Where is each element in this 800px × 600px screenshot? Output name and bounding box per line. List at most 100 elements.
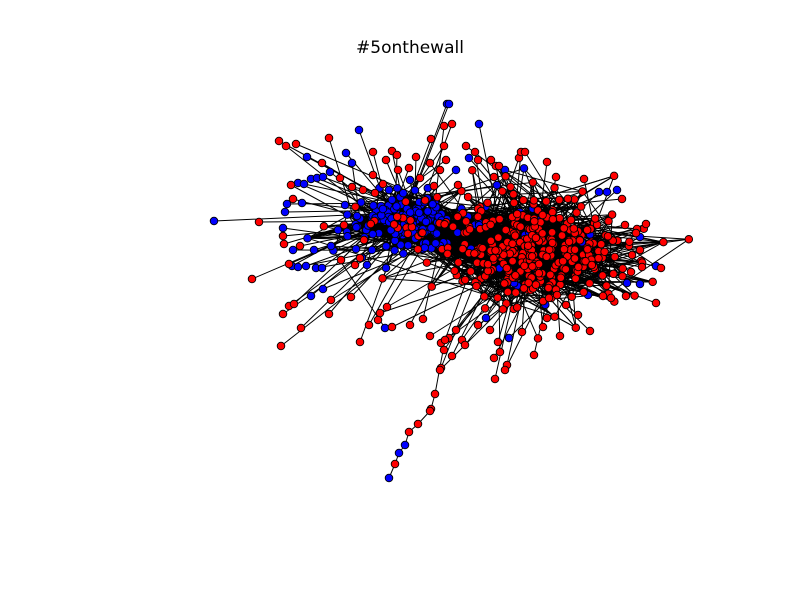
graph-edge: [478, 123, 505, 248]
graph-node-red: [637, 262, 647, 272]
graph-node-red: [378, 274, 387, 283]
graph-node-blue: [421, 217, 431, 227]
graph-node-blue: [293, 262, 303, 272]
graph-edge: [283, 215, 380, 245]
graph-node-red: [684, 235, 694, 244]
graph-node-red: [425, 331, 435, 341]
graph-node-red: [528, 262, 537, 271]
graph-node-blue: [369, 201, 378, 210]
graph-node-red: [542, 252, 551, 261]
graph-node-red: [460, 275, 470, 285]
graph-node-blue: [301, 261, 311, 271]
graph-node-blue: [354, 125, 364, 135]
graph-node-red: [347, 182, 357, 192]
graph-node-red: [510, 231, 520, 240]
graph-node-blue: [362, 260, 372, 270]
graph-node-blue: [303, 233, 312, 243]
graph-node-red: [472, 281, 481, 291]
graph-node-red: [547, 228, 557, 237]
graph-node-red: [453, 212, 462, 222]
graph-node-red: [413, 419, 423, 429]
graph-node-red: [392, 150, 402, 160]
graph-node-red: [439, 141, 449, 151]
graph-node-blue: [504, 333, 514, 343]
graph-node-red: [470, 249, 479, 258]
graph-node-red: [596, 239, 606, 249]
graph-node-red: [500, 279, 509, 288]
graph-node-blue: [519, 164, 529, 173]
graph-node-red: [512, 209, 522, 219]
graph-node-red: [544, 283, 553, 293]
graph-node-red: [405, 320, 415, 330]
graph-edge: [303, 183, 402, 206]
graph-node-blue: [352, 222, 361, 232]
graph-node-red: [498, 305, 508, 314]
graph-node-red: [590, 214, 600, 223]
graph-node-red: [366, 219, 375, 229]
graph-node-red: [368, 147, 378, 157]
graph-node-blue: [340, 200, 350, 210]
graph-node-red: [470, 147, 480, 157]
graph-node-red: [585, 326, 595, 336]
graph-node-red: [626, 267, 636, 277]
graph-node-red: [364, 320, 374, 330]
graph-node-red: [359, 235, 369, 245]
graph-node-red: [542, 157, 552, 167]
graph-node-blue: [427, 223, 436, 233]
graph-node-red: [435, 365, 445, 375]
graph-node-red: [548, 215, 558, 224]
graph-node-red: [278, 231, 288, 241]
graph-node-red: [458, 244, 467, 254]
graph-node-blue: [410, 186, 420, 195]
graph-node-red: [609, 171, 619, 181]
graph-node-red: [498, 186, 507, 196]
graph-node-red: [511, 271, 520, 280]
graph-node-blue: [387, 195, 397, 204]
graph-node-red: [279, 239, 289, 249]
graph-node-red: [485, 325, 495, 335]
graph-node-red: [351, 202, 360, 212]
graph-node-red: [617, 194, 627, 204]
graph-node-blue: [428, 199, 437, 209]
graph-node-red: [574, 262, 583, 272]
graph-node-red: [609, 269, 618, 279]
edge-layer: [213, 103, 690, 479]
graph-node-red: [296, 323, 306, 333]
graph-node-red: [473, 212, 483, 221]
graph-node-red: [468, 166, 477, 175]
graph-node-red: [418, 314, 428, 324]
graph-node-red: [564, 237, 574, 247]
graph-node-blue: [309, 245, 319, 255]
graph-node-red: [450, 266, 459, 276]
graph-node-red: [534, 268, 544, 278]
graph-node-red: [430, 389, 440, 399]
graph-node-blue: [612, 185, 622, 195]
graph-node-red: [392, 212, 402, 222]
graph-node-blue: [356, 198, 366, 207]
graph-node-red: [606, 293, 616, 303]
graph-node-red: [620, 220, 630, 230]
graph-node-blue: [378, 204, 388, 214]
graph-node-red: [493, 293, 502, 303]
graph-node-red: [579, 174, 589, 184]
graph-node-blue: [420, 243, 429, 253]
graph-node-red: [418, 228, 427, 237]
graph-node-red: [324, 309, 334, 319]
graph-edge: [330, 243, 424, 301]
graph-node-red: [288, 194, 298, 204]
graph-node-red: [435, 165, 445, 175]
graph-node-red: [490, 374, 500, 384]
graph-node-red: [350, 260, 360, 270]
graph-node-red: [448, 222, 458, 231]
graph-node-red: [581, 256, 590, 266]
graph-node-red: [578, 187, 587, 196]
graph-edge: [322, 247, 425, 290]
graph-node-red: [404, 427, 414, 437]
graph-edge: [608, 238, 690, 295]
graph-node-red: [483, 198, 492, 208]
graph-node-red: [460, 340, 470, 350]
graph-node-red: [519, 284, 529, 293]
graph-node-blue: [481, 313, 491, 323]
graph-node-red: [555, 331, 565, 341]
graph-node-blue: [381, 242, 391, 251]
